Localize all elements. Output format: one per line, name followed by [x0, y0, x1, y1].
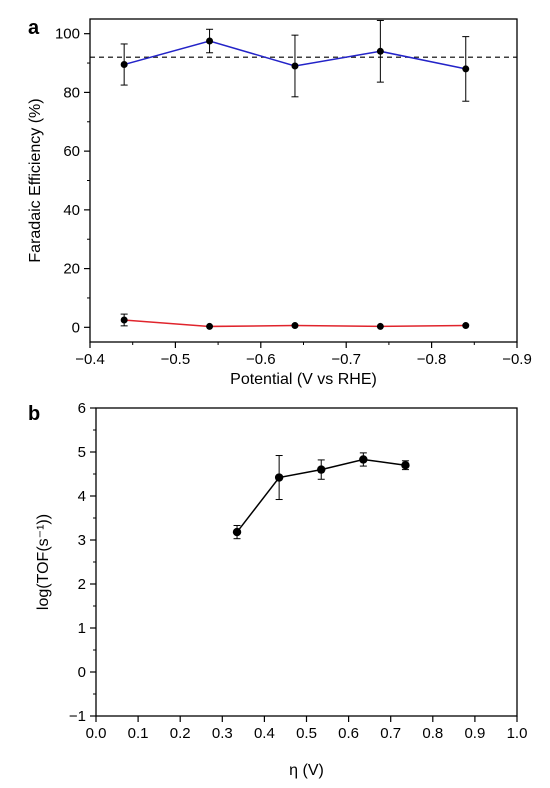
- panel-a-y-tick-label: 100: [55, 26, 80, 43]
- panel-b-x-tick-label: 0.1: [128, 725, 149, 742]
- panel-a-data-point: [291, 322, 299, 330]
- panel-b-plot-frame: [95, 407, 518, 717]
- panel-b-x-tick-label: 1.0: [507, 725, 528, 742]
- panel-a-x-tick-label: −0.8: [417, 351, 447, 368]
- panel-a-x-tick-label: −0.4: [75, 351, 105, 368]
- panel-b-x-tick-label: 0.0: [86, 725, 107, 742]
- panel-b-y-tick-label: 5: [78, 444, 86, 461]
- panel-b-series: [232, 452, 410, 540]
- panel-a-data-point: [376, 47, 384, 55]
- panel-a-data-point: [291, 62, 299, 70]
- panel-a-data-point: [462, 65, 470, 73]
- panel-a-x-tick-label: −0.6: [246, 351, 276, 368]
- panel-b-x-tick-label: 0.6: [338, 725, 359, 742]
- panel-a-y-axis-title: Faradaic Efficiency (%): [27, 98, 44, 262]
- panel-b-y-tick-label: 6: [78, 400, 86, 417]
- panel-b-x-tick-label: 0.5: [296, 725, 317, 742]
- panel-b-data-point: [232, 527, 242, 537]
- panel-a-ticks: −0.4 −0.5 −0.6 −0.7 −0.8 −0.9 0 20 40 60 80 100: [55, 26, 532, 368]
- panel-a-letter: a: [28, 17, 40, 39]
- panel-b-y-axis-title: log(TOF(s⁻¹)): [35, 514, 52, 610]
- panel-b-data-point: [401, 461, 410, 470]
- panel-a-y-tick-label: 60: [63, 143, 80, 160]
- panel-b-y-tick-label: 0: [78, 664, 86, 681]
- panel-a-data-point: [206, 322, 214, 330]
- panel-b-y-tick-label: −1: [69, 708, 86, 725]
- panel-a-y-tick-label: 0: [72, 319, 80, 336]
- panel-a-x-tick-label: −0.5: [161, 351, 191, 368]
- panel-a-y-tick-label: 20: [63, 261, 80, 278]
- panel-b: b 0.0 0.1 0.2 0.3 0.4 0.5 0.6 0.7 0.8 0.9 1.0 −1 0 1 2…: [28, 400, 527, 779]
- panel-a-series: [120, 19, 470, 330]
- panel-b-x-axis-title: η (V): [289, 762, 324, 779]
- panel-b-x-tick-label: 0.7: [380, 725, 401, 742]
- panel-a-plot-frame: [89, 18, 518, 343]
- panel-a-data-point: [462, 322, 470, 330]
- panel-b-letter: b: [28, 403, 40, 425]
- panel-a-data-point: [206, 37, 214, 45]
- panel-a-x-tick-label: −0.7: [331, 351, 361, 368]
- panel-b-x-tick-label: 0.9: [464, 725, 485, 742]
- panel-b-data-point: [274, 473, 284, 482]
- panel-b-data-point: [359, 455, 368, 464]
- panel-a-y-tick-label: 80: [63, 84, 80, 101]
- panel-a-x-tick-label: −0.9: [502, 351, 532, 368]
- panel-b-x-tick-label: 0.4: [254, 725, 275, 742]
- panel-b-y-tick-label: 4: [78, 488, 86, 505]
- panel-b-y-tick-label: 1: [78, 620, 86, 637]
- panel-b-x-tick-label: 0.8: [422, 725, 443, 742]
- panel-a: a −0.4 −0.5 −0.6 −0.7 −0.8 −0.9 0 20 40 60 80 100 P…: [27, 17, 532, 388]
- panel-b-x-tick-label: 0.2: [170, 725, 191, 742]
- panel-b-y-tick-label: 3: [78, 532, 86, 549]
- panel-b-y-tick-label: 2: [78, 576, 86, 593]
- panel-b-data-point: [317, 465, 326, 474]
- panel-a-data-point: [376, 322, 384, 330]
- panel-a-data-point: [120, 316, 128, 324]
- panel-a-data-point: [120, 61, 128, 69]
- panel-b-x-tick-label: 0.3: [212, 725, 233, 742]
- panel-a-x-axis-title: Potential (V vs RHE): [230, 371, 377, 388]
- panel-a-y-tick-label: 40: [63, 202, 80, 219]
- panel-b-ticks: 0.0 0.1 0.2 0.3 0.4 0.5 0.6 0.7 0.8 0.9 1.0 −1 0 1 2 3 4…: [69, 400, 528, 742]
